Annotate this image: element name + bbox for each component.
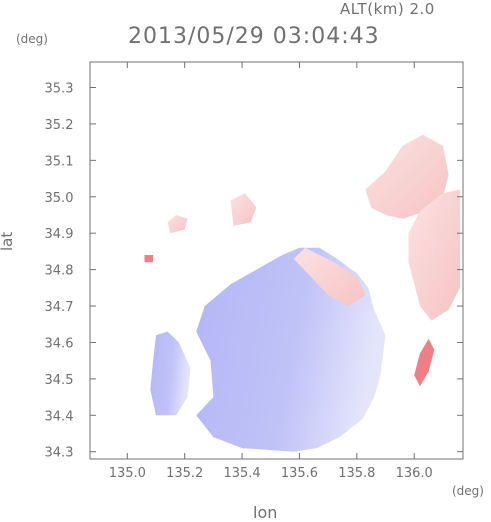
velocity-region-strong-positive bbox=[414, 338, 435, 387]
x-axis-unit: (deg) bbox=[452, 484, 484, 498]
y-tick-label: 35.2 bbox=[45, 118, 74, 133]
y-tick-label: 35.0 bbox=[45, 191, 74, 206]
velocity-region-positive bbox=[167, 215, 188, 234]
velocity-field bbox=[144, 134, 461, 452]
y-tick-label: 34.8 bbox=[45, 264, 74, 279]
velocity-region-positive bbox=[365, 134, 449, 219]
y-tick-label: 34.7 bbox=[45, 300, 74, 315]
y-tick-label: 34.3 bbox=[45, 446, 74, 461]
altitude-label: ALT(km) 2.0 bbox=[340, 0, 435, 18]
y-tick-label: 34.9 bbox=[45, 227, 74, 242]
velocity-region-strong-positive bbox=[144, 255, 154, 263]
x-tick-label: 136.0 bbox=[396, 466, 433, 481]
x-tick-label: 135.8 bbox=[338, 466, 375, 481]
y-tick-label: 34.4 bbox=[45, 409, 74, 424]
x-tick-label: 135.6 bbox=[281, 466, 318, 481]
velocity-region-negative bbox=[150, 331, 191, 416]
x-tick-label: 135.4 bbox=[223, 466, 260, 481]
y-axis-unit: (deg) bbox=[16, 32, 48, 46]
axis-ticks: 135.0 135.2 135.4 135.6 135.8 136.0 34.3 34.4 34… bbox=[45, 62, 463, 481]
velocity-region-positive bbox=[293, 247, 366, 306]
y-tick-label: 34.5 bbox=[45, 373, 74, 388]
velocity-region-positive bbox=[408, 189, 461, 321]
x-tick-label: 135.0 bbox=[109, 466, 146, 481]
timestamp-title: 2013/05/29 03:04:43 bbox=[128, 24, 380, 49]
y-tick-label: 34.6 bbox=[45, 336, 74, 351]
x-axis-title: lon bbox=[253, 503, 278, 522]
x-tick-label: 135.2 bbox=[166, 466, 203, 481]
plot-frame bbox=[89, 61, 464, 460]
y-tick-label: 35.1 bbox=[45, 154, 74, 169]
velocity-region-positive bbox=[230, 193, 257, 226]
y-tick-label: 35.3 bbox=[45, 81, 74, 96]
